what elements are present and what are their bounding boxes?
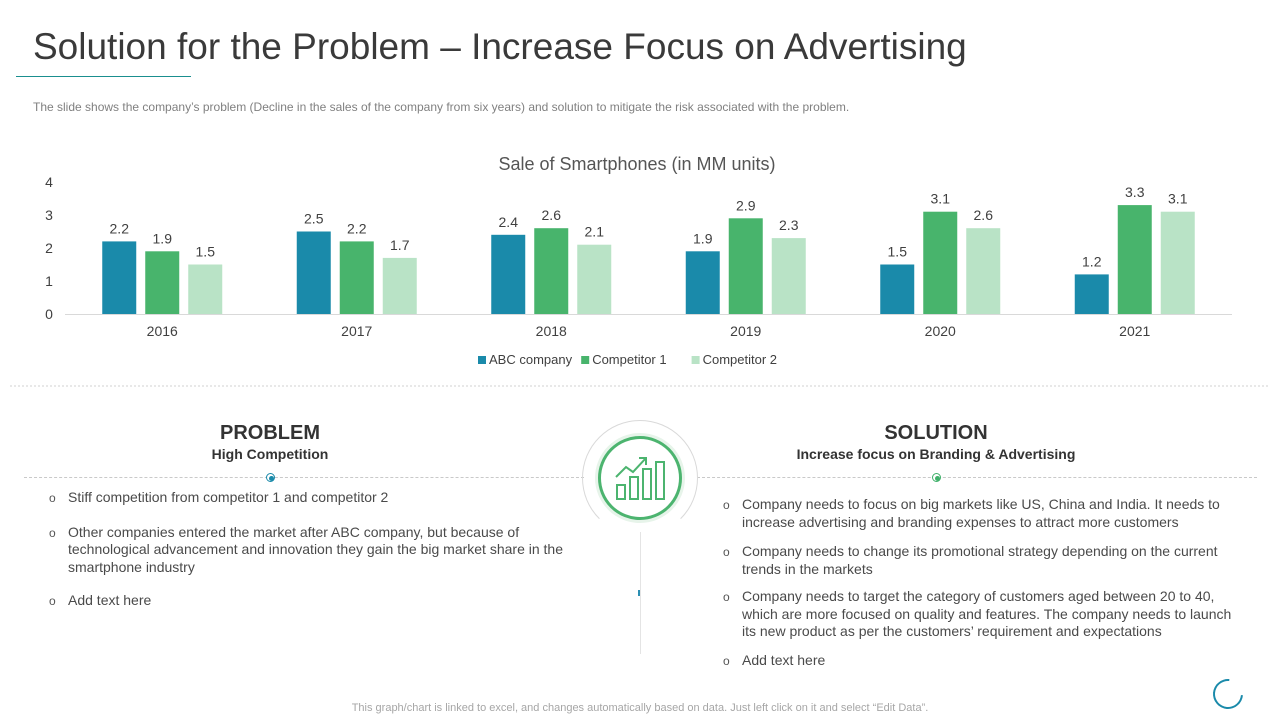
problem-heading: PROBLEM	[220, 422, 320, 444]
list-item: Other companies entered the market after…	[49, 524, 569, 577]
center-line-tick	[638, 590, 640, 596]
data-label: 2.5	[304, 211, 324, 227]
bar	[1117, 205, 1152, 314]
x-tick-label: 2018	[536, 323, 567, 339]
bar	[1074, 274, 1109, 314]
x-tick-label: 2020	[925, 323, 956, 339]
list-item: Stiff competition from competitor 1 and …	[49, 489, 569, 507]
bar	[102, 241, 137, 314]
bar	[880, 264, 915, 314]
sales-bar-chart: Sale of Smartphones (in MM units) 0 1 2 3 4 20…	[45, 154, 1232, 367]
y-tick-label: 1	[45, 273, 53, 289]
solution-marker-dot	[932, 473, 941, 482]
data-label: 1.2	[1082, 253, 1102, 269]
problem-list: Stiff competition from competitor 1 and …	[49, 489, 569, 610]
list-item: Company needs to focus on big markets li…	[723, 496, 1243, 531]
data-label: 2.2	[110, 220, 130, 236]
data-label: 2.4	[499, 214, 519, 230]
bar	[923, 211, 958, 314]
data-label: 2.1	[585, 224, 605, 240]
solution-heading: SOLUTION	[884, 422, 988, 444]
data-label: 2.6	[542, 207, 562, 223]
solution-dashed-line	[697, 477, 1257, 478]
list-item: Company needs to change its promotional …	[723, 543, 1243, 578]
data-label: 2.6	[974, 207, 994, 223]
section-divider	[10, 385, 1268, 387]
data-label: 1.7	[390, 237, 410, 253]
x-tick-label: 2016	[147, 323, 178, 339]
data-label: 2.9	[736, 197, 756, 213]
bar	[771, 238, 806, 314]
chart-title: Sale of Smartphones (in MM units)	[498, 154, 775, 174]
bar	[534, 228, 569, 314]
legend-swatch	[691, 356, 700, 364]
solution-subheading: Increase focus on Branding & Advertising	[796, 446, 1076, 462]
bar	[188, 264, 223, 314]
bar	[966, 228, 1001, 314]
problem-marker-dot	[266, 473, 275, 482]
data-label: 2.3	[779, 217, 799, 233]
bar	[491, 234, 526, 314]
y-tick-label: 0	[45, 306, 53, 322]
bar	[1160, 211, 1195, 314]
page-title: Solution for the Problem – Increase Focu…	[33, 26, 967, 67]
data-label: 1.9	[153, 230, 173, 246]
data-label: 3.1	[931, 191, 951, 207]
legend-swatch	[581, 356, 590, 364]
x-tick-label: 2021	[1119, 323, 1150, 339]
center-arc-decoration	[582, 420, 698, 536]
center-badge	[598, 436, 682, 520]
list-item: Add text here	[723, 652, 1243, 670]
legend-label: Competitor 1	[592, 352, 666, 367]
footer-note: This graph/chart is linked to excel, and…	[351, 702, 929, 714]
problem-header: PROBLEM High Competition	[120, 422, 420, 462]
bar	[728, 218, 763, 314]
y-tick-label: 2	[45, 240, 53, 256]
bar	[339, 241, 374, 314]
data-label: 1.5	[888, 244, 908, 260]
bar	[296, 231, 331, 314]
bar	[382, 257, 417, 314]
bar	[685, 251, 720, 314]
title-underline	[16, 76, 191, 77]
legend-label: ABC company	[489, 352, 573, 367]
data-label: 2.2	[347, 220, 367, 236]
solution-header: SOLUTION Increase focus on Branding & Ad…	[736, 422, 1136, 462]
data-label: 3.3	[1125, 184, 1145, 200]
problem-dashed-line	[24, 477, 584, 478]
solution-list: Company needs to focus on big markets li…	[723, 496, 1243, 669]
data-label: 1.9	[693, 230, 713, 246]
legend-swatch	[478, 356, 486, 364]
data-label: 3.1	[1168, 191, 1188, 207]
x-tick-label: 2019	[730, 323, 761, 339]
y-tick-label: 3	[45, 207, 53, 223]
x-tick-label: 2017	[341, 323, 372, 339]
bar	[577, 244, 612, 314]
data-label: 1.5	[196, 244, 216, 260]
y-tick-label: 4	[45, 174, 53, 190]
problem-subheading: High Competition	[211, 446, 329, 462]
bar	[145, 251, 180, 314]
growth-chart-icon	[615, 457, 665, 500]
list-item: Add text here	[49, 592, 569, 610]
page-subtitle: The slide shows the company’s problem (D…	[33, 100, 850, 114]
list-item: Company needs to target the category of …	[723, 588, 1243, 641]
legend-label: Competitor 2	[703, 352, 777, 367]
center-vertical-line	[640, 532, 641, 654]
